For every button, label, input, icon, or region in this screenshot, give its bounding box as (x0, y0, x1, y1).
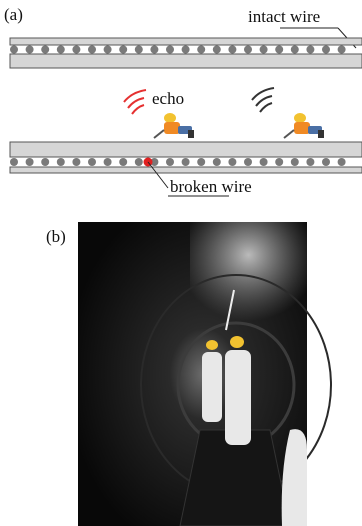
wire-dot (88, 46, 96, 54)
wire-dot (41, 46, 49, 54)
worker-icon (284, 113, 324, 138)
worker-icon (154, 113, 194, 138)
wire-row (10, 46, 346, 54)
wire-dot (104, 158, 112, 166)
pipe-wall (10, 38, 362, 45)
wire-dot (72, 158, 80, 166)
wire-dot (57, 46, 65, 54)
wire-dot (150, 46, 158, 54)
panel-label: (a) (4, 5, 23, 24)
wire-dot (10, 158, 18, 166)
wire-dot (57, 158, 65, 166)
wire-dot (10, 46, 18, 54)
wire-dot (166, 46, 174, 54)
wire-dot (197, 46, 205, 54)
wire-dot (291, 158, 299, 166)
wire-dot (166, 158, 174, 166)
echo-waves (124, 90, 146, 114)
wire-dot (275, 46, 283, 54)
wire-dot (197, 158, 205, 166)
echo-label: echo (152, 89, 184, 108)
wire-dot (135, 158, 143, 166)
wire-dot (213, 158, 221, 166)
wire-dot (135, 46, 143, 54)
wire-dot (306, 158, 314, 166)
wire-dot (338, 158, 346, 166)
wire-dot (338, 46, 346, 54)
wire-dot (260, 158, 268, 166)
wire-dot (228, 46, 236, 54)
wire-dot (260, 46, 268, 54)
pipe-wall (10, 142, 362, 157)
intact-label: intact wire (248, 7, 320, 26)
wire-dot (119, 46, 127, 54)
wire-dot (104, 46, 112, 54)
wire-dot (72, 46, 80, 54)
pipe-wall (10, 167, 362, 173)
wire-dot (244, 46, 252, 54)
wire-dot (41, 158, 49, 166)
wire-dot (291, 46, 299, 54)
panel-label: (b) (46, 227, 66, 246)
wire-dot (26, 46, 34, 54)
wire-dot (88, 158, 96, 166)
wire-dot (275, 158, 283, 166)
wire-dot (182, 46, 190, 54)
wire-dot (322, 158, 330, 166)
knock-waves (252, 88, 274, 112)
figure: (a) intact wire echo broken wire (b) (0, 0, 362, 526)
wire-dot (182, 158, 190, 166)
wire-dot (26, 158, 34, 166)
wire-dot (322, 46, 330, 54)
wire-dot (228, 158, 236, 166)
pipe-wall (10, 54, 362, 68)
wire-dot (213, 46, 221, 54)
wire-row (10, 158, 346, 166)
leader (148, 162, 168, 188)
wire-dot (306, 46, 314, 54)
wire-dot (119, 158, 127, 166)
broken-label: broken wire (170, 177, 252, 196)
wire-dot (244, 158, 252, 166)
tunnel-photo (78, 222, 331, 526)
